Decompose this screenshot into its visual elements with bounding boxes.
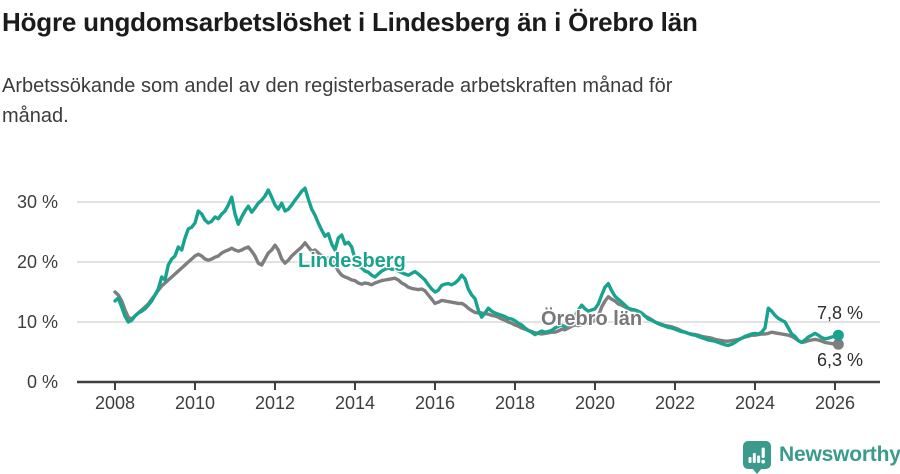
page-title: Högre ungdomsarbetslöshet i Lindesberg ä… [2,7,698,37]
end-value-label-lindesberg: 7,8 % [817,303,864,323]
x-tick-label: 2024 [734,393,776,413]
chart-subtitle: Arbetssökande som andel av den registerb… [2,71,862,131]
newsworthy-brand-text: Newsworthy [779,443,900,466]
series-label-orebro-lan: Örebro län [541,308,643,330]
y-tick-label: 20 % [16,252,58,272]
y-tick-label: 10 % [16,312,58,332]
x-tick-label: 2014 [334,393,376,413]
x-tick-label: 2018 [494,393,536,413]
series-line [113,186,840,348]
bar-chart-pin-icon [743,441,771,474]
x-tick-label: 2008 [94,393,136,413]
x-tick-label: 2012 [254,393,296,413]
series-line [113,241,840,346]
newsworthy-logo: Newsworthy [743,441,900,474]
x-tick-label: 2022 [654,393,696,413]
x-tick-label: 2016 [414,393,456,413]
y-tick-label: 30 % [16,192,58,212]
y-tick-label: 0 % [26,372,58,392]
series-label-lindesberg: Lindesberg [298,250,406,272]
chart-subtitle-line-2: månad. [2,105,69,127]
series-end-dot [832,338,844,350]
x-tick-label: 2010 [174,393,216,413]
chart-subtitle-line-1: Arbetssökande som andel av den registerb… [2,75,673,97]
x-tick-label: 2020 [574,393,616,413]
end-value-label-orebro-lan: 6,3 % [817,350,864,370]
x-tick-label: 2026 [814,393,856,413]
series-end-dot [832,329,844,341]
